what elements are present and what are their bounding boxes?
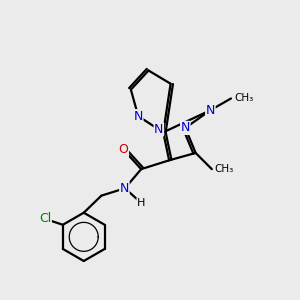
Text: N: N (154, 123, 164, 136)
Text: CH₃: CH₃ (215, 164, 234, 174)
Text: N: N (206, 104, 215, 117)
Text: N: N (134, 110, 143, 123)
Text: H: H (137, 198, 146, 208)
Text: N: N (181, 122, 190, 134)
Text: N: N (120, 182, 129, 195)
Text: Cl: Cl (39, 212, 51, 225)
Text: O: O (118, 143, 128, 157)
Text: CH₃: CH₃ (234, 94, 253, 103)
